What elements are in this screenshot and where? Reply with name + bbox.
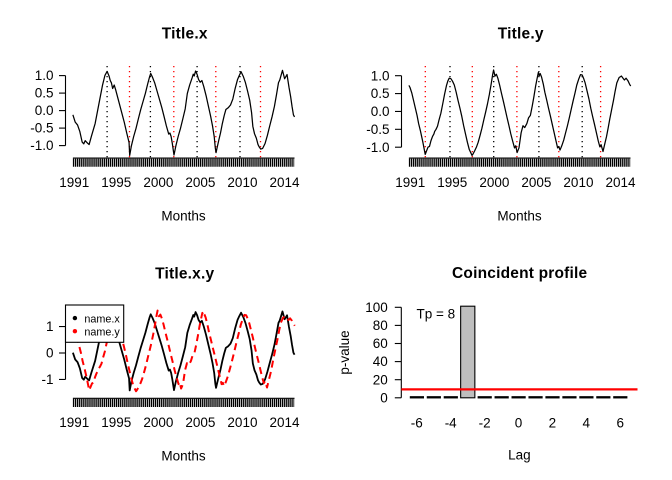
svg-text:0.0: 0.0: [35, 103, 54, 118]
svg-text:-6: -6: [411, 416, 423, 431]
svg-text:1995: 1995: [437, 175, 467, 190]
svg-text:Coincident profile: Coincident profile: [452, 265, 588, 282]
svg-text:-0.5: -0.5: [366, 122, 389, 137]
svg-text:0: 0: [46, 346, 54, 361]
svg-text:2005: 2005: [185, 175, 215, 190]
svg-text:2010: 2010: [227, 415, 257, 430]
svg-text:2010: 2010: [563, 175, 593, 190]
svg-text:0: 0: [515, 416, 523, 431]
svg-text:40: 40: [373, 354, 388, 369]
svg-text:1991: 1991: [59, 175, 89, 190]
svg-text:Tp = 8: Tp = 8: [417, 306, 456, 321]
svg-text:Months: Months: [161, 209, 206, 224]
svg-text:name.y: name.y: [84, 326, 120, 338]
svg-text:-1: -1: [41, 372, 53, 387]
svg-text:Months: Months: [161, 449, 206, 464]
svg-text:1995: 1995: [101, 415, 131, 430]
svg-text:-1.0: -1.0: [366, 140, 389, 155]
svg-text:1.0: 1.0: [35, 68, 54, 83]
svg-text:2014: 2014: [605, 175, 636, 190]
svg-text:2005: 2005: [521, 175, 551, 190]
svg-text:2000: 2000: [479, 175, 509, 190]
svg-text:0.0: 0.0: [371, 104, 390, 119]
svg-text:80: 80: [373, 318, 388, 333]
svg-text:2014: 2014: [269, 175, 300, 190]
svg-text:6: 6: [616, 416, 624, 431]
svg-text:20: 20: [373, 372, 388, 387]
svg-text:2000: 2000: [143, 415, 173, 430]
svg-text:1991: 1991: [395, 175, 425, 190]
svg-text:-0.5: -0.5: [30, 121, 53, 136]
svg-text:name.x: name.x: [84, 313, 120, 325]
svg-text:2000: 2000: [143, 175, 173, 190]
svg-text:Title.y: Title.y: [498, 26, 544, 43]
svg-text:1991: 1991: [59, 415, 89, 430]
svg-text:Title.x: Title.x: [162, 26, 208, 43]
svg-text:1: 1: [46, 319, 54, 334]
svg-text:2014: 2014: [269, 415, 300, 430]
svg-text:-1.0: -1.0: [30, 138, 53, 153]
svg-text:100: 100: [365, 300, 388, 315]
svg-text:-2: -2: [479, 416, 491, 431]
svg-text:Months: Months: [497, 209, 542, 224]
svg-text:2010: 2010: [227, 175, 257, 190]
svg-text:0: 0: [380, 390, 388, 405]
svg-text:-4: -4: [445, 416, 457, 431]
svg-text:4: 4: [583, 416, 591, 431]
svg-text:p-value: p-value: [337, 330, 352, 374]
svg-text:2: 2: [549, 416, 557, 431]
svg-text:2005: 2005: [185, 415, 215, 430]
svg-text:0.5: 0.5: [371, 86, 390, 101]
svg-text:1995: 1995: [101, 175, 131, 190]
svg-text:Lag: Lag: [508, 448, 531, 463]
svg-text:60: 60: [373, 336, 388, 351]
svg-text:1.0: 1.0: [371, 68, 390, 83]
svg-text:0.5: 0.5: [35, 86, 54, 101]
svg-text:Title.x.y: Title.x.y: [155, 265, 214, 282]
